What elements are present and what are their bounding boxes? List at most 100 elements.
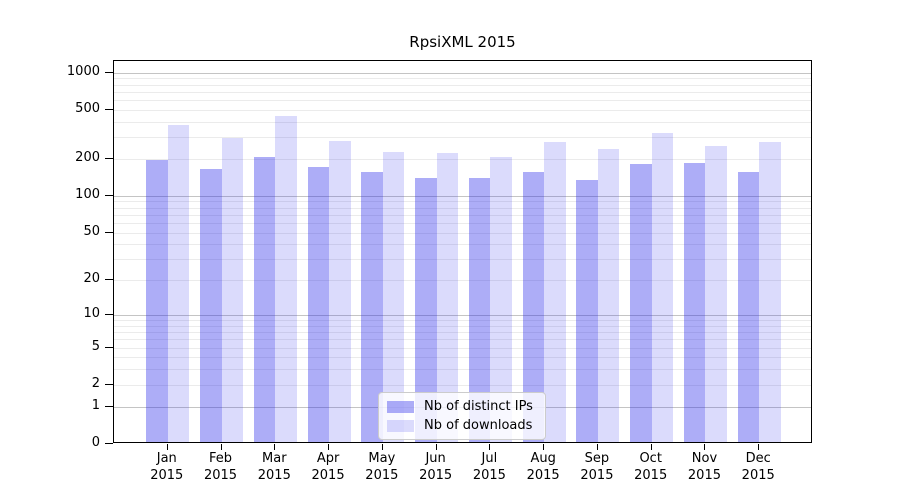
y-tick-mark <box>105 405 113 407</box>
x-tick-label: Jan 2015 <box>135 450 199 484</box>
x-tick-mark <box>381 444 383 450</box>
y-tick-mark <box>105 346 113 348</box>
x-tick-label: May 2015 <box>350 450 414 484</box>
bar-distinct-ips-apr <box>307 167 330 442</box>
x-tick-mark <box>543 444 545 450</box>
bar-distinct-ips-may <box>361 172 383 442</box>
y-tick-mark <box>105 108 113 110</box>
y-tick-label: 5 <box>91 338 100 354</box>
x-tick-label: Aug 2015 <box>511 450 575 484</box>
legend-label-distinct-ips: Nb of distinct IPs <box>424 399 533 414</box>
bar-downloads-nov <box>705 146 727 442</box>
gridline-minor <box>114 339 811 341</box>
x-tick-label: Jun 2015 <box>404 450 468 484</box>
bar-distinct-ips-oct <box>630 164 652 442</box>
x-tick-month-label: Jul <box>481 451 498 466</box>
x-tick-mark <box>489 444 491 450</box>
y-tick-mark <box>105 71 113 73</box>
bar-downloads-jan <box>167 125 190 442</box>
x-tick-month-label: Nov <box>691 451 718 466</box>
bar-downloads-oct <box>651 133 674 442</box>
x-tick-year-label: 2015 <box>741 468 775 483</box>
x-tick-mark <box>220 444 222 450</box>
x-tick-year-label: 2015 <box>419 468 453 483</box>
x-tick-label: Oct 2015 <box>619 450 683 484</box>
y-tick-label: 2 <box>91 375 100 391</box>
bar-distinct-ips-jul <box>468 177 491 442</box>
bar-downloads-jul <box>490 156 512 442</box>
y-tick-mark <box>105 231 113 233</box>
gridline-minor <box>114 232 811 234</box>
x-tick-year-label: 2015 <box>472 468 506 483</box>
bar-distinct-ips-jan <box>146 159 168 442</box>
bar-downloads-dec <box>759 141 781 442</box>
x-tick-label: Apr 2015 <box>296 450 360 484</box>
x-tick-month-label: Apr <box>316 451 340 466</box>
gridline-minor <box>114 207 811 209</box>
x-tick-label: Jul 2015 <box>457 450 521 484</box>
legend-item-downloads: Nb of downloads <box>387 416 533 435</box>
y-tick-mark <box>105 157 113 159</box>
x-tick-month-label: Oct <box>639 451 662 466</box>
gridline-minor <box>114 214 811 216</box>
bar-downloads-feb <box>221 137 244 442</box>
bar-downloads-apr <box>329 140 351 442</box>
gridline-minor <box>114 222 811 224</box>
gridline-minor <box>114 121 811 123</box>
y-tick-mark <box>105 383 113 385</box>
x-tick-month-label: Sep <box>584 451 610 466</box>
x-tick-month-label: Mar <box>262 451 287 466</box>
x-tick-month-label: Aug <box>530 451 556 466</box>
gridline-minor <box>114 158 811 160</box>
gridline-minor <box>114 325 811 327</box>
legend-item-distinct-ips: Nb of distinct IPs <box>387 397 533 416</box>
y-tick-label: 500 <box>75 100 100 116</box>
gridline-major <box>114 315 811 317</box>
bar-distinct-ips-dec <box>737 172 760 442</box>
x-tick-year-label: 2015 <box>634 468 668 483</box>
x-tick-mark <box>650 444 652 450</box>
y-tick-mark <box>105 314 113 316</box>
y-tick-label: 10 <box>83 306 100 322</box>
legend-label-downloads: Nb of downloads <box>424 418 533 433</box>
x-tick-mark <box>758 444 760 450</box>
y-tick-label: 20 <box>83 271 100 287</box>
x-tick-mark <box>274 444 276 450</box>
y-tick-mark <box>105 443 113 444</box>
gridline-minor <box>114 332 811 334</box>
gridline-minor <box>114 280 811 282</box>
x-tick-label: Mar 2015 <box>242 450 306 484</box>
bar-distinct-ips-feb <box>200 168 222 442</box>
x-tick-mark <box>704 444 706 450</box>
gridline-minor <box>114 347 811 349</box>
gridline-minor <box>114 99 811 101</box>
x-tick-mark <box>166 444 168 450</box>
x-tick-year-label: 2015 <box>311 468 345 483</box>
gridline-major <box>114 72 811 74</box>
gridline-minor <box>114 137 811 139</box>
x-tick-month-label: May <box>368 451 396 466</box>
x-tick-year-label: 2015 <box>203 468 238 483</box>
x-tick-label: Sep 2015 <box>565 450 629 484</box>
gridline-minor <box>114 357 811 359</box>
x-tick-month-label: Jun <box>425 451 446 466</box>
y-tick-label: 1000 <box>66 63 100 79</box>
bar-downloads-sep <box>597 149 620 442</box>
y-tick-mark <box>105 194 113 196</box>
gridline-minor <box>114 320 811 322</box>
y-tick-label: 50 <box>83 223 100 239</box>
x-tick-label: Nov 2015 <box>672 450 736 484</box>
x-tick-month-label: Jan <box>156 451 177 466</box>
gridline-minor <box>114 109 811 111</box>
bar-downloads-mar <box>275 115 297 442</box>
y-tick-label: 1 <box>91 397 100 413</box>
y-tick-label: 0 <box>91 435 100 450</box>
y-tick-label: 200 <box>75 149 100 165</box>
x-tick-mark <box>596 444 598 450</box>
chart-title: RpsiXML 2015 <box>409 33 516 51</box>
gridline-minor <box>114 84 811 86</box>
x-tick-year-label: 2015 <box>526 468 560 483</box>
x-tick-label: Feb 2015 <box>189 450 253 484</box>
x-tick-year-label: 2015 <box>580 468 614 483</box>
y-tick-label: 100 <box>75 186 100 202</box>
